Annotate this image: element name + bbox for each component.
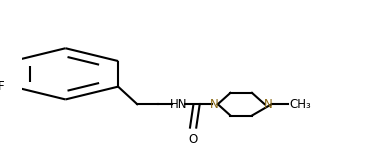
Text: CH₃: CH₃ <box>289 98 311 111</box>
Text: N: N <box>264 98 272 111</box>
Text: N: N <box>210 98 219 111</box>
Text: HN: HN <box>169 98 187 111</box>
Text: F: F <box>0 80 4 93</box>
Text: O: O <box>188 134 198 146</box>
